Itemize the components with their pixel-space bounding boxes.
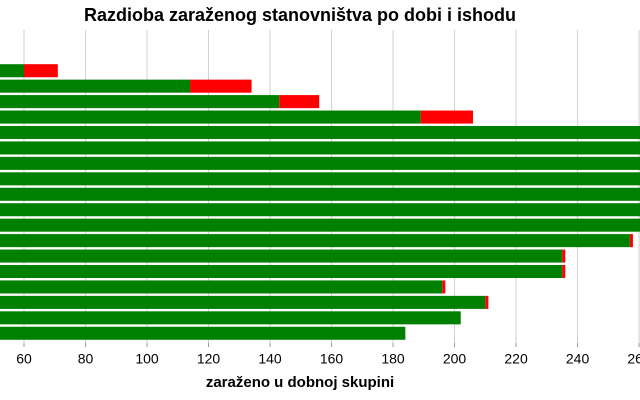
- bar-segment: [0, 95, 280, 109]
- bar-segment: [629, 234, 633, 248]
- x-tick-label: 100: [135, 351, 159, 367]
- bar-segment: [0, 156, 640, 170]
- x-axis-label: zaraženo u dobnoj skupini: [206, 374, 394, 391]
- x-tick-label: 200: [443, 351, 467, 367]
- bar-segment: [0, 264, 563, 279]
- x-tick-label: 220: [504, 351, 528, 367]
- bar-segment: [0, 110, 421, 124]
- bar-segment: [0, 249, 563, 263]
- x-tick-label: 60: [16, 351, 32, 367]
- bar-segment: [0, 218, 640, 232]
- bar-segment: [0, 203, 640, 217]
- bar-segment: [562, 249, 566, 263]
- x-tick-label: 240: [566, 351, 590, 367]
- bar-segment: [0, 234, 630, 248]
- bar-segment: [0, 125, 640, 140]
- bar-segment: [562, 264, 566, 279]
- bar-segment: [0, 326, 406, 340]
- bar-segment: [0, 187, 640, 201]
- bar-segment: [190, 79, 252, 93]
- bar-segment: [0, 141, 640, 155]
- x-tick-label: 140: [258, 351, 282, 367]
- x-tick-label: 120: [197, 351, 221, 367]
- bar-segment: [0, 280, 443, 294]
- bar-segment: [279, 95, 320, 109]
- x-tick-label: 160: [320, 351, 344, 367]
- x-tick-label: 80: [78, 351, 94, 367]
- x-tick-label: 260: [627, 351, 640, 367]
- bar-segment: [0, 311, 461, 325]
- bar-segment: [0, 172, 640, 186]
- x-tick-label: 180: [381, 351, 405, 367]
- bar-segment: [0, 64, 24, 78]
- bar-segment: [442, 280, 446, 294]
- bar-segment: [420, 110, 474, 124]
- bar-segment: [485, 295, 489, 309]
- chart-title: Razdioba zaraženog stanovništva po dobi …: [84, 5, 516, 25]
- bar-segment: [0, 295, 486, 309]
- bar-segment: [23, 64, 58, 78]
- bar-segment: [0, 79, 191, 93]
